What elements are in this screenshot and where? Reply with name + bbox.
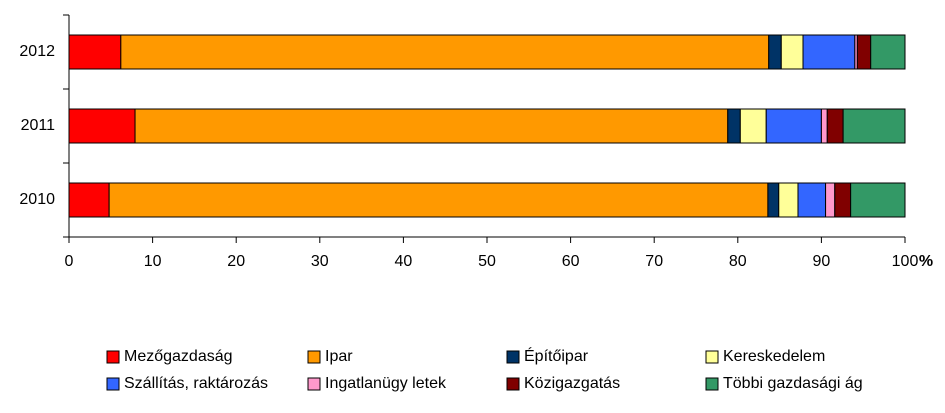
x-tick-label: 0 — [65, 253, 74, 270]
legend-swatch — [506, 350, 520, 364]
bar-segment — [870, 34, 906, 70]
legend-label: Építőipar — [524, 346, 589, 365]
x-tick-label: 10 — [144, 253, 162, 270]
y-tick-label: 2010 — [19, 191, 55, 208]
bar-segment — [778, 182, 799, 218]
bar-segment — [68, 108, 136, 144]
legend-label: Közigazgatás — [524, 375, 620, 392]
legend-label: Kereskedelem — [723, 348, 825, 365]
x-tick-label: 60 — [562, 253, 580, 270]
bar-segment — [780, 34, 804, 70]
bar-segment — [834, 182, 852, 218]
bar-segment — [739, 108, 767, 144]
bar-segment — [826, 108, 844, 144]
bar-segment — [68, 182, 110, 218]
x-tick-label: 30 — [311, 253, 329, 270]
y-tick-label: 2011 — [21, 117, 56, 134]
legend-swatch — [106, 350, 120, 364]
legend-swatch — [106, 377, 120, 391]
bar-segment — [856, 34, 872, 70]
bar-segment — [842, 108, 906, 144]
bar-segment — [134, 108, 729, 144]
x-tick-label: 40 — [395, 253, 413, 270]
bar-segment — [797, 182, 827, 218]
bar-segment — [802, 34, 856, 70]
legend-label: Többi gazdasági ág — [723, 375, 863, 392]
legend-label: Szállítás, raktározás — [124, 375, 268, 392]
legend-swatch — [307, 377, 321, 391]
x-tick-label: 80 — [729, 253, 747, 270]
x-unit: % — [919, 253, 933, 270]
legend-label: Ingatlanügy letek — [325, 375, 447, 392]
bar-segment — [727, 108, 741, 144]
legend-swatch — [307, 350, 321, 364]
bar-segment — [120, 34, 770, 70]
bar-segment — [108, 182, 769, 218]
bar-segment — [767, 182, 780, 218]
bar-segment — [850, 182, 906, 218]
x-tick-label: 90 — [813, 253, 831, 270]
legend-label: Mezőgazdaság — [124, 348, 233, 365]
bar-segment — [765, 108, 822, 144]
bar-segment — [68, 34, 122, 70]
x-tick-label: 50 — [478, 253, 496, 270]
legend-label: Ipar — [325, 348, 353, 365]
legend-swatch — [705, 377, 719, 391]
y-tick-label: 2012 — [19, 43, 55, 60]
bar-segment — [820, 108, 828, 144]
x-tick-label: 70 — [645, 253, 663, 270]
x-tick-label: 100 — [892, 253, 919, 270]
x-tick-label: 20 — [227, 253, 245, 270]
legend-swatch — [506, 377, 520, 391]
legend-swatch — [705, 350, 719, 364]
bar-segment — [768, 34, 782, 70]
bar-segment — [825, 182, 836, 218]
